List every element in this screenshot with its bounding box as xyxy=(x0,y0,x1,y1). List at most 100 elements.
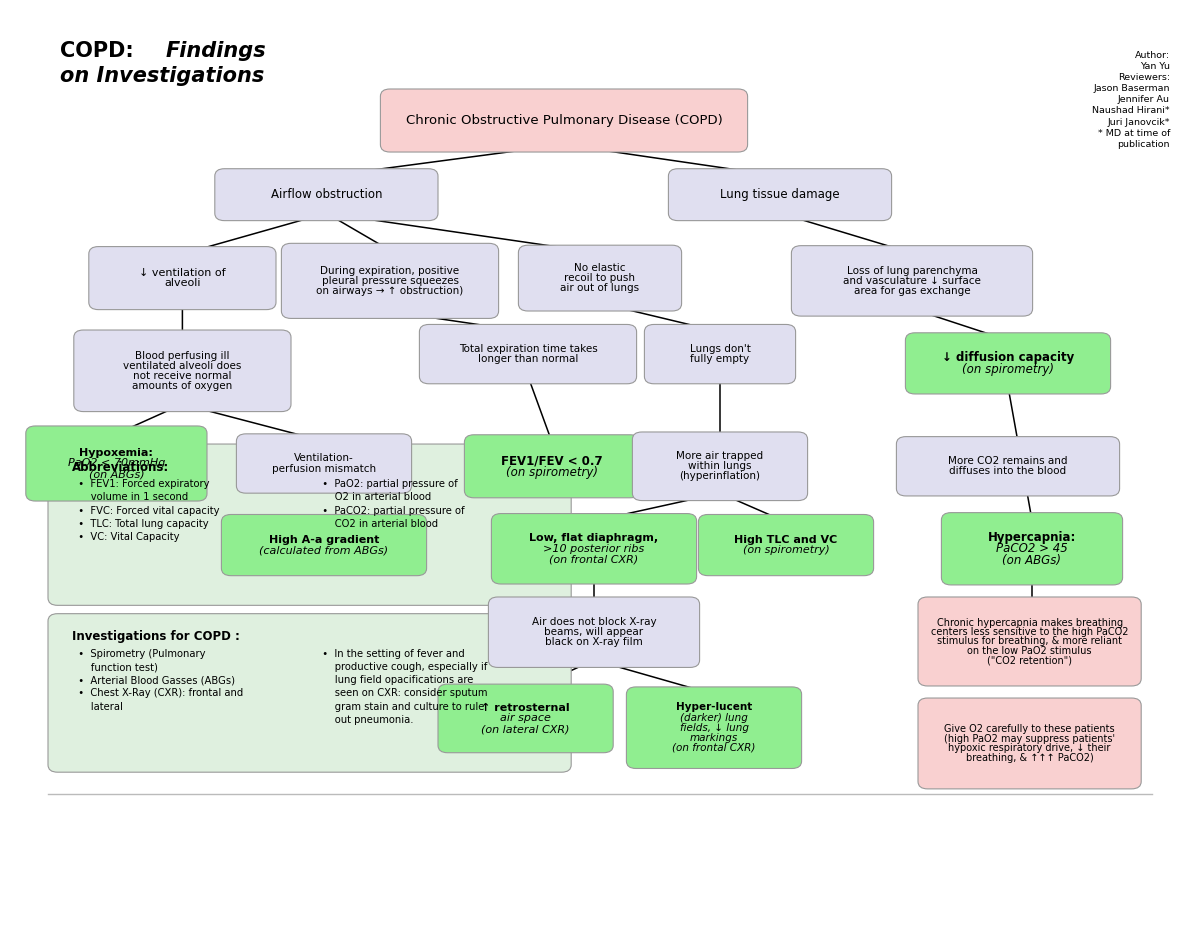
FancyBboxPatch shape xyxy=(89,247,276,310)
FancyBboxPatch shape xyxy=(906,333,1111,394)
FancyBboxPatch shape xyxy=(896,437,1120,496)
Text: Air does not block X-ray: Air does not block X-ray xyxy=(532,617,656,627)
FancyBboxPatch shape xyxy=(281,244,499,319)
Text: fully empty: fully empty xyxy=(690,354,750,364)
Text: •  FEV1: Forced expiratory
      volume in 1 second
  •  FVC: Forced vital capac: • FEV1: Forced expiratory volume in 1 se… xyxy=(72,479,220,542)
Text: (darker) lung: (darker) lung xyxy=(680,713,748,722)
Text: air out of lungs: air out of lungs xyxy=(560,284,640,293)
Text: ↑ retrosternal: ↑ retrosternal xyxy=(481,703,570,713)
FancyBboxPatch shape xyxy=(48,444,571,605)
Text: (on ABGs): (on ABGs) xyxy=(89,469,144,479)
Text: •  PaO2: partial pressure of
      O2 in arterial blood
  •  PaCO2: partial pres: • PaO2: partial pressure of O2 in arteri… xyxy=(316,479,464,529)
Text: diffuses into the blood: diffuses into the blood xyxy=(949,466,1067,476)
Text: Lungs don't: Lungs don't xyxy=(690,344,750,354)
Text: not receive normal: not receive normal xyxy=(133,371,232,381)
Text: on airways → ↑ obstruction): on airways → ↑ obstruction) xyxy=(317,286,463,296)
Text: More CO2 remains and: More CO2 remains and xyxy=(948,456,1068,466)
Text: and vasculature ↓ surface: and vasculature ↓ surface xyxy=(844,276,980,286)
Text: No elastic: No elastic xyxy=(575,263,625,273)
FancyBboxPatch shape xyxy=(488,597,700,667)
FancyBboxPatch shape xyxy=(492,514,696,584)
FancyBboxPatch shape xyxy=(215,169,438,221)
Text: FEV1/FEV < 0.7: FEV1/FEV < 0.7 xyxy=(502,454,602,467)
Text: Airflow obstruction: Airflow obstruction xyxy=(271,188,382,201)
Text: beams, will appear: beams, will appear xyxy=(545,628,643,637)
Text: Chronic Obstructive Pulmonary Disease (COPD): Chronic Obstructive Pulmonary Disease (C… xyxy=(406,114,722,127)
Text: within lungs: within lungs xyxy=(689,462,751,471)
Text: During expiration, positive: During expiration, positive xyxy=(320,266,460,275)
Text: ↓ ventilation of: ↓ ventilation of xyxy=(139,268,226,278)
Text: breathing, & ↑↑↑ PaCO2): breathing, & ↑↑↑ PaCO2) xyxy=(966,753,1093,763)
Text: stimulus for breathing, & more reliant: stimulus for breathing, & more reliant xyxy=(937,637,1122,646)
FancyBboxPatch shape xyxy=(918,698,1141,789)
Text: Hypoxemia:: Hypoxemia: xyxy=(79,448,154,458)
Text: Author:
Yan Yu
Reviewers:
Jason Baserman
Jennifer Au
Naushad Hirani*
Juri Janovc: Author: Yan Yu Reviewers: Jason Baserman… xyxy=(1092,51,1170,149)
Text: Lung tissue damage: Lung tissue damage xyxy=(720,188,840,201)
Text: black on X-ray film: black on X-ray film xyxy=(545,638,643,647)
Text: Give O2 carefully to these patients: Give O2 carefully to these patients xyxy=(944,724,1115,734)
Text: Hyper-lucent: Hyper-lucent xyxy=(676,703,752,713)
Text: (on spirometry): (on spirometry) xyxy=(743,545,829,555)
FancyBboxPatch shape xyxy=(48,614,571,772)
Text: (high PaO2 may suppress patients': (high PaO2 may suppress patients' xyxy=(944,734,1115,743)
FancyBboxPatch shape xyxy=(918,597,1141,686)
Text: on Investigations: on Investigations xyxy=(60,66,264,86)
Text: COPD:: COPD: xyxy=(60,41,142,61)
Text: PaCO2 > 45: PaCO2 > 45 xyxy=(996,542,1068,555)
FancyBboxPatch shape xyxy=(236,434,412,493)
Text: (on spirometry): (on spirometry) xyxy=(962,362,1054,375)
Text: •  Spirometry (Pulmonary
      function test)
  •  Arterial Blood Gasses (ABGs)
: • Spirometry (Pulmonary function test) •… xyxy=(72,649,244,712)
Text: air space: air space xyxy=(500,714,551,723)
Text: Total expiration time takes: Total expiration time takes xyxy=(458,344,598,354)
Text: Blood perfusing ill: Blood perfusing ill xyxy=(136,350,229,361)
Text: fields, ↓ lung: fields, ↓ lung xyxy=(679,723,749,732)
Text: Hypercapnia:: Hypercapnia: xyxy=(988,531,1076,544)
Text: (on lateral CXR): (on lateral CXR) xyxy=(481,724,570,734)
Text: (hyperinflation): (hyperinflation) xyxy=(679,472,761,481)
FancyBboxPatch shape xyxy=(668,169,892,221)
FancyBboxPatch shape xyxy=(632,432,808,501)
Text: •  In the setting of fever and
      productive cough, especially if
      lung : • In the setting of fever and productive… xyxy=(316,649,487,725)
Text: perfusion mismatch: perfusion mismatch xyxy=(272,464,376,474)
Text: (on frontal CXR): (on frontal CXR) xyxy=(672,743,756,753)
FancyBboxPatch shape xyxy=(626,687,802,768)
Text: High A-a gradient: High A-a gradient xyxy=(269,535,379,545)
Text: (on ABGs): (on ABGs) xyxy=(1002,553,1062,566)
FancyBboxPatch shape xyxy=(222,514,427,576)
Text: Low, flat diaphragm,: Low, flat diaphragm, xyxy=(529,533,659,543)
Text: markings: markings xyxy=(690,733,738,743)
Text: ventilated alveoli does: ventilated alveoli does xyxy=(124,361,241,371)
Text: longer than normal: longer than normal xyxy=(478,354,578,364)
Text: Ventilation-: Ventilation- xyxy=(294,453,354,464)
Text: ↓ diffusion capacity: ↓ diffusion capacity xyxy=(942,351,1074,364)
Text: Chronic hypercapnia makes breathing: Chronic hypercapnia makes breathing xyxy=(936,617,1123,628)
Text: High TLC and VC: High TLC and VC xyxy=(734,535,838,545)
Text: alveoli: alveoli xyxy=(164,278,200,288)
FancyBboxPatch shape xyxy=(792,246,1033,316)
Text: amounts of oxygen: amounts of oxygen xyxy=(132,381,233,391)
Text: on the low PaO2 stimulus: on the low PaO2 stimulus xyxy=(967,646,1092,656)
Text: hypoxic respiratory drive, ↓ their: hypoxic respiratory drive, ↓ their xyxy=(948,743,1111,753)
FancyBboxPatch shape xyxy=(74,330,292,412)
FancyBboxPatch shape xyxy=(518,245,682,311)
Text: (on spirometry): (on spirometry) xyxy=(506,465,598,478)
Text: Investigations for COPD :: Investigations for COPD : xyxy=(72,630,240,643)
Text: Abbreviations:: Abbreviations: xyxy=(72,461,169,474)
Text: More air trapped: More air trapped xyxy=(677,451,763,461)
FancyBboxPatch shape xyxy=(438,684,613,753)
Text: Findings: Findings xyxy=(166,41,266,61)
Text: Loss of lung parenchyma: Loss of lung parenchyma xyxy=(846,266,978,275)
Text: ("CO2 retention"): ("CO2 retention") xyxy=(988,655,1072,666)
Text: PaO2 < 70mmHg: PaO2 < 70mmHg xyxy=(67,459,166,468)
FancyBboxPatch shape xyxy=(420,324,636,384)
Text: >10 posterior ribs: >10 posterior ribs xyxy=(544,544,644,553)
Text: pleural pressure squeezes: pleural pressure squeezes xyxy=(322,276,458,286)
Text: centers less sensitive to the high PaCO2: centers less sensitive to the high PaCO2 xyxy=(931,627,1128,637)
Text: recoil to push: recoil to push xyxy=(564,273,636,283)
FancyBboxPatch shape xyxy=(942,513,1123,585)
Text: (on frontal CXR): (on frontal CXR) xyxy=(550,554,638,565)
Text: (calculated from ABGs): (calculated from ABGs) xyxy=(259,545,389,555)
FancyBboxPatch shape xyxy=(380,89,748,152)
FancyBboxPatch shape xyxy=(26,426,208,501)
Text: area for gas exchange: area for gas exchange xyxy=(853,286,971,296)
